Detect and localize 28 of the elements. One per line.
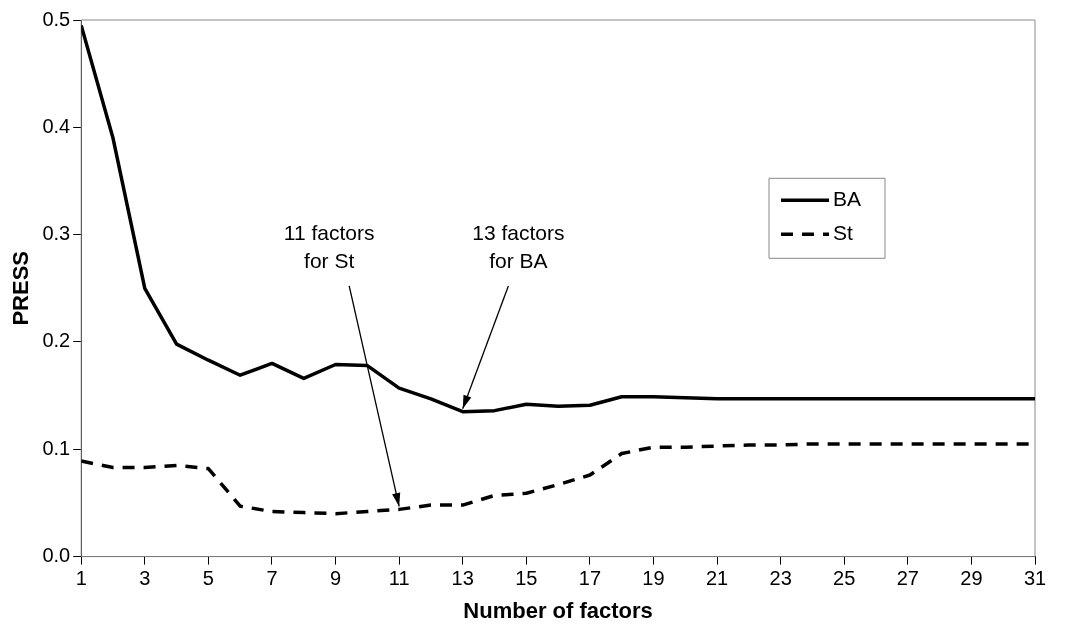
x-tick-label: 17 [578, 567, 602, 590]
x-tick-label: 15 [515, 567, 538, 590]
x-tick-label: 3 [139, 567, 151, 590]
x-tick-label: 19 [642, 567, 665, 590]
x-tick-label: 25 [833, 567, 856, 590]
x-tick-label: 13 [451, 567, 474, 590]
annotation: 13 factors for BA [472, 221, 565, 273]
x-tick-label: 31 [1023, 567, 1047, 590]
x-tick-label: 1 [75, 567, 87, 590]
x-tick-label: 7 [266, 567, 278, 590]
y-tick-label: 0.3 [42, 222, 71, 245]
x-tick-label: 27 [896, 567, 919, 590]
x-tick-label: 5 [202, 567, 214, 590]
legend-label: BA [833, 187, 862, 211]
annotation: 11 factors for St [283, 221, 375, 273]
x-tick-label: 9 [329, 567, 342, 590]
x-tick-label: 21 [705, 567, 729, 590]
legend-label: St [833, 221, 854, 245]
x-tick-label: 11 [388, 567, 410, 590]
y-tick-label: 0.5 [42, 7, 71, 30]
y-tick-label: 0.0 [42, 544, 71, 567]
x-tick-label: 29 [960, 567, 983, 590]
y-tick-label: 0.1 [42, 436, 71, 459]
y-tick-label: 0.2 [42, 329, 71, 352]
y-tick-label: 0.4 [42, 114, 71, 137]
y-axis-title: PRESS [8, 251, 34, 326]
x-tick-label: 23 [769, 567, 792, 590]
x-axis-title: Number of factors [463, 597, 653, 623]
